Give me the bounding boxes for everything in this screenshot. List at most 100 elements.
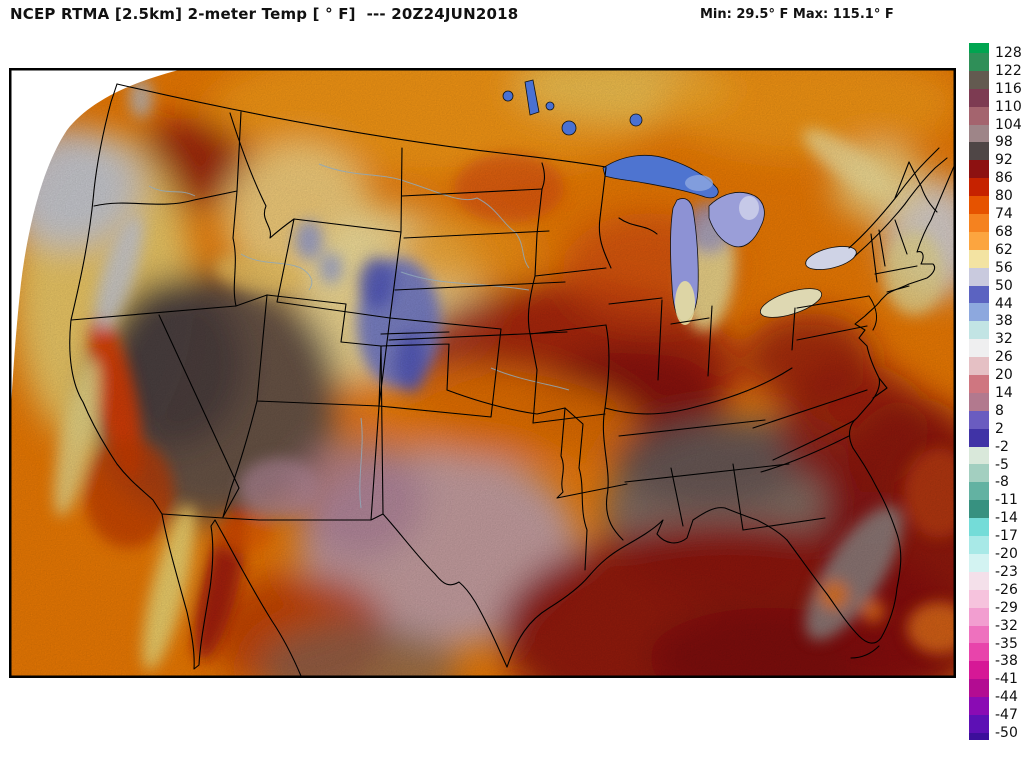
colorbar-segment (969, 106, 989, 125)
border-arizona (222, 400, 380, 521)
borders-southeast (670, 389, 868, 531)
borders-northwest (70, 111, 295, 321)
no-data-wedge (9, 68, 187, 453)
temperature-map-canvas (9, 68, 956, 678)
colorbar-segment (969, 553, 989, 572)
colorbar-segment (969, 214, 989, 232)
colorbar-tick-label: -41 (995, 671, 1018, 688)
colorbar-segment (969, 231, 989, 250)
colorbar-tick-label: 62 (995, 241, 1013, 258)
lake-nipigon (629, 113, 643, 127)
colorbar-tick-label: -2 (995, 438, 1009, 455)
dither-texture (9, 68, 956, 678)
colorbar-segment (969, 375, 989, 393)
borders-plains (388, 147, 568, 415)
temperature-colorbar: 128 122 116 110 104 98 92 86 80 74 68 62 56 50 44 38 32 2… (969, 43, 1022, 740)
border-california-nevada (158, 314, 240, 518)
coast-atlantic (848, 163, 956, 449)
coast-florida (786, 447, 902, 659)
colorbar-tick-label: 110 (995, 98, 1022, 115)
colorbar-segment (969, 70, 989, 89)
colorbar-tick-label: -44 (995, 689, 1018, 706)
colorbar-segment (969, 43, 989, 53)
colorbar-tick-label: -26 (995, 581, 1018, 598)
colorbar-segment (969, 321, 989, 340)
colorbar-segment (969, 607, 989, 626)
borders-midwest-west (527, 162, 607, 424)
colorbar-tick-label: 8 (995, 402, 1004, 419)
colorbar-tick-label: 74 (995, 206, 1013, 223)
coast-gulf (506, 507, 788, 668)
colorbar-tick-label: -11 (995, 492, 1018, 509)
great-lakes (502, 79, 857, 325)
colorbar-segment (969, 661, 989, 680)
border-ohio-river (604, 367, 793, 415)
colorbar-segment (969, 536, 989, 554)
colorbar-tick-label: -35 (995, 635, 1018, 652)
colorbar-segment (969, 589, 989, 608)
lake-of-the-woods (561, 120, 577, 136)
colorbar-tick-label: 14 (995, 384, 1013, 401)
colorbar-labels: 128 122 116 110 104 98 92 86 80 74 68 62 56 50 44 38 32 2… (995, 43, 1024, 740)
colorbar-segment (969, 178, 989, 197)
colorbar-segment (969, 410, 989, 429)
lake-winnipeg (524, 79, 540, 116)
colorbar-tick-label: -8 (995, 474, 1009, 491)
state-borders (69, 83, 956, 677)
temperature-map (9, 68, 956, 678)
colorbar-segment (969, 267, 989, 286)
colorbar-segment (969, 124, 989, 143)
colorbar-tick-label: -29 (995, 599, 1018, 616)
colorbar-segment (969, 88, 989, 107)
border-newmexico-texas (380, 331, 450, 515)
colorbar-segments (969, 43, 989, 740)
colorbar-tick-label: -32 (995, 617, 1018, 634)
colorbar-segment (969, 196, 989, 215)
colorbar-segment (969, 160, 989, 179)
colorbar-tick-label: 128 (995, 45, 1022, 61)
borders-il-in-oh-pa (657, 299, 796, 381)
colorbar-tick-label: 32 (995, 331, 1013, 348)
colorbar-segment (969, 285, 989, 304)
colorbar-segment (969, 482, 989, 501)
colorbar-tick-label: 104 (995, 116, 1022, 133)
colorbar-tick-label: -47 (995, 707, 1018, 724)
colorbar-segment (969, 446, 989, 465)
map-frame (9, 68, 956, 678)
colorbar-tick-label: -23 (995, 563, 1018, 580)
colorbar-segment (969, 732, 989, 740)
borders-northeast (618, 217, 918, 341)
colorbar-segment (969, 357, 989, 376)
min-max-stats: Min: 29.5° F Max: 115.1° F (700, 7, 894, 22)
colorbar-segment (969, 697, 989, 715)
colorbar-tick-label: 98 (995, 134, 1013, 151)
colorbar-segment (969, 625, 989, 644)
lake-ontario (805, 246, 857, 270)
border-colorado (378, 317, 502, 418)
colorbar-tick-label: 44 (995, 295, 1013, 312)
colorbar-tick-label: -14 (995, 510, 1018, 527)
border-mexico (161, 513, 508, 668)
rivers (148, 163, 570, 509)
colorbar-tick-label: -5 (995, 456, 1009, 473)
colorbar-segment (969, 500, 989, 519)
colorbar-segment (969, 53, 989, 71)
border-mississippi-river (598, 167, 663, 541)
colorbar-tick-label: 80 (995, 188, 1013, 205)
colorbar-tick-label: -17 (995, 528, 1018, 545)
colorbar-segment (969, 249, 989, 268)
colorbar-tick-label: 20 (995, 367, 1013, 384)
colorbar-segment (969, 142, 989, 161)
border-canada (116, 83, 607, 168)
colorbar-tick-label: 68 (995, 223, 1013, 240)
colorbar-tick-label: 86 (995, 170, 1013, 187)
colorbar-segment (969, 714, 989, 733)
colorbar-tick-label: 50 (995, 277, 1013, 294)
colorbar-segment (969, 392, 989, 411)
colorbar-tick-label: -38 (995, 653, 1018, 670)
colorbar-segment (969, 428, 989, 447)
colorbar-segment (969, 464, 989, 483)
colorbar-tick-label: 38 (995, 313, 1013, 330)
coast-pacific (69, 83, 302, 677)
